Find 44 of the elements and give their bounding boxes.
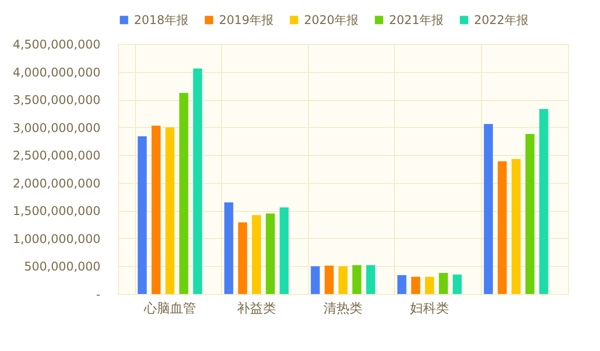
y-tick-label: 3,500,000,000 [12,93,100,108]
y-tick-label: 2,000,000,000 [12,176,100,190]
bar [397,275,406,294]
y-tick-label: 4,000,000,000 [12,65,100,80]
bar [411,276,420,294]
bar [498,161,507,294]
bar [224,202,234,294]
y-tick-label: 2,500,000,000 [12,148,100,163]
legend-label: 2020年报 [304,13,359,27]
legend-label: 2022年报 [474,13,529,27]
y-tick-label: 500,000,000 [24,260,100,274]
x-tick-label: 清热类 [324,302,362,316]
bar [193,68,202,294]
bar [179,92,188,294]
bar [252,215,261,294]
bar [238,222,248,294]
y-tick-label: - [96,288,100,302]
bar [438,272,448,294]
legend-label: 2018年报 [134,13,189,27]
bar [484,124,493,294]
bar [338,266,348,294]
bar [366,265,376,294]
bar [324,266,334,294]
bar [266,213,275,294]
x-tick-label: 补益类 [236,302,276,316]
bar [152,126,161,294]
y-tick-label: 3,000,000,000 [12,120,100,135]
x-tick-label: 妇科类 [410,302,450,316]
bar [512,159,521,294]
bar [452,274,462,294]
x-tick-label: 心脑血管 [142,300,196,316]
legend-label: 2019年报 [219,13,274,27]
bar [138,136,147,294]
bar [539,109,548,294]
bar [310,266,320,294]
bar [525,134,534,294]
bar [425,276,434,294]
bar [280,207,289,294]
bar [352,265,362,294]
y-tick-label: 1,000,000,000 [12,232,100,246]
legend-label: 2021年报 [389,13,444,27]
bar [165,127,174,294]
y-tick-label: 1,500,000,000 [12,204,100,218]
y-tick-label: 4,500,000,000 [12,38,100,52]
